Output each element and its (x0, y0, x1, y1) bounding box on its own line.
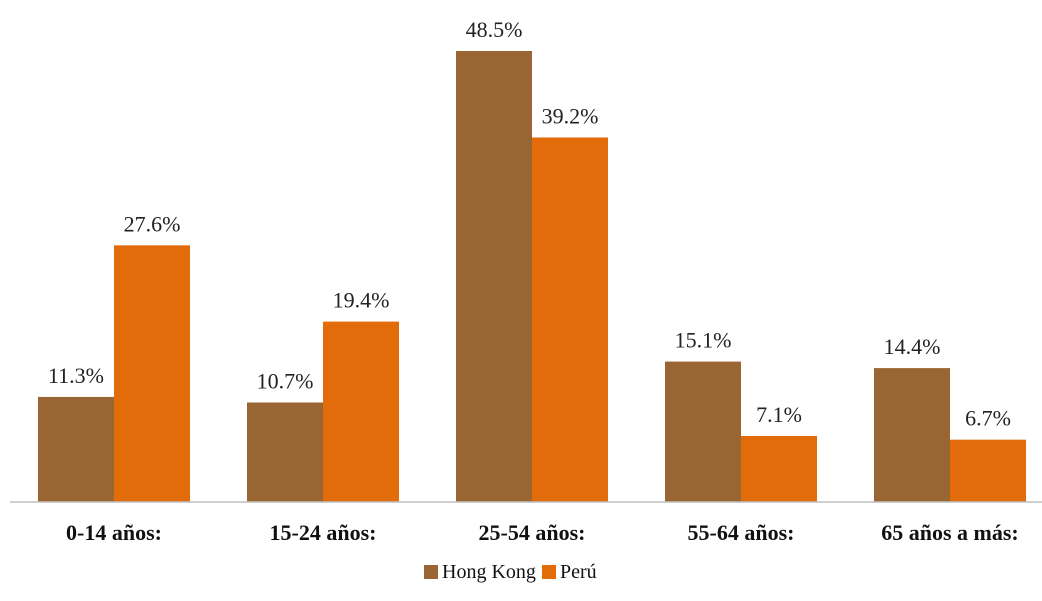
data-labels-layer: 11.3% 27.6% 10.7% 19.4% 48.5% 39.2% 15.1% 7.1% 1… (48, 17, 1011, 431)
x-tick-label-25-54-anos: 25-54 años: (479, 520, 586, 545)
bar-peru-15-24-anos (323, 321, 399, 502)
legend-label-peru: Perú (560, 561, 597, 583)
legend-swatch-peru (542, 565, 556, 579)
data-label-hong-kong-25-54-anos: 48.5% (466, 17, 523, 42)
bar-hong-kong-0-14-anos (38, 396, 114, 502)
data-label-peru-15-24-anos: 19.4% (333, 288, 390, 313)
bar-hong-kong-55-64-anos (665, 361, 741, 502)
legend-swatch-hong-kong (424, 565, 438, 579)
data-label-peru-55-64-anos: 7.1% (756, 402, 802, 427)
data-label-hong-kong-15-24-anos: 10.7% (257, 369, 314, 394)
x-tick-label-55-64-anos: 55-64 años: (688, 520, 795, 545)
bar-hong-kong-25-54-anos (456, 51, 532, 502)
bar-hong-kong-65-anos-a-mas (874, 368, 950, 502)
data-label-hong-kong-0-14-anos: 11.3% (48, 363, 104, 388)
data-label-peru-0-14-anos: 27.6% (124, 211, 181, 236)
x-tick-labels: 0-14 años: 15-24 años: 25-54 años: 55-64 añ… (66, 520, 1019, 545)
x-tick-label-0-14-anos: 0-14 años: (66, 520, 162, 545)
x-tick-label-15-24-anos: 15-24 años: (270, 520, 377, 545)
x-tick-label-65-anos-a-mas: 65 años a más: (881, 520, 1019, 545)
legend: Hong Kong Perú (424, 561, 597, 583)
bars-layer (38, 51, 1026, 502)
bar-peru-0-14-anos (114, 245, 190, 502)
bar-hong-kong-15-24-anos (247, 402, 323, 502)
bar-peru-25-54-anos (532, 137, 608, 502)
bar-peru-65-anos-a-mas (950, 439, 1026, 502)
data-label-peru-25-54-anos: 39.2% (542, 103, 599, 128)
legend-label-hong-kong: Hong Kong (442, 561, 536, 583)
bar-peru-55-64-anos (741, 435, 817, 502)
data-label-peru-65-anos-a-mas: 6.7% (965, 406, 1011, 431)
data-label-hong-kong-65-anos-a-mas: 14.4% (884, 334, 941, 359)
data-label-hong-kong-55-64-anos: 15.1% (675, 328, 732, 353)
